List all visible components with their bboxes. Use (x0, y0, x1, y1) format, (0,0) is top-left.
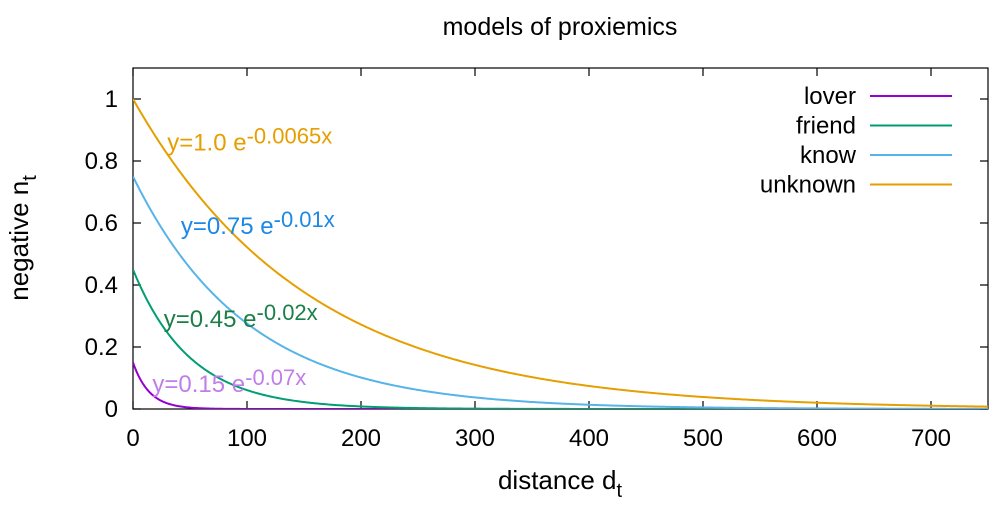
series-line-know (133, 176, 988, 409)
y-tick-label: 0.2 (85, 334, 118, 361)
legend-label-friend: friend (796, 113, 856, 140)
x-tick-label: 400 (569, 425, 609, 452)
y-axis-label: negative nt (4, 175, 41, 301)
formula-base: y=0.75 e (181, 213, 274, 240)
chart-title: models of proxiemics (443, 13, 678, 41)
x-tick-label: 300 (455, 425, 495, 452)
formula-annotation: y=0.15 e-0.07x (152, 365, 306, 398)
legend-label-unknown: unknown (760, 172, 856, 199)
series-line-friend (133, 269, 988, 409)
formula-exponent: -0.02x (257, 300, 318, 325)
x-tick-label: 600 (797, 425, 837, 452)
formula-exponent: -0.07x (245, 365, 306, 390)
x-axis-label-main: distance d (498, 465, 617, 495)
x-axis-label-subscript: t (616, 480, 622, 502)
formula-annotation: y=1.0 e-0.0065x (167, 123, 332, 156)
y-tick-label: 1 (105, 86, 118, 113)
y-tick-label: 0.4 (85, 272, 118, 299)
formula-annotation: y=0.45 e-0.02x (164, 300, 318, 333)
x-tick-label: 0 (126, 425, 139, 452)
x-tick-label: 700 (911, 425, 951, 452)
legend-label-lover: lover (804, 83, 856, 110)
formula-base: y=0.15 e (152, 371, 245, 398)
series-line-lover (133, 362, 988, 409)
legend-label-know: know (800, 142, 857, 169)
y-axis-label-main: negative n (4, 181, 34, 301)
x-axis-label: distance dt (498, 465, 623, 502)
formula-annotation: y=0.75 e-0.01x (181, 207, 335, 240)
y-tick-label: 0.8 (85, 148, 118, 175)
plot-area: 0 100 200 300 400 500 600 700 0 0.2 0.4 0.6 0.8 1 love… (85, 67, 989, 452)
y-axis-label-subscript: t (19, 175, 41, 181)
formula-exponent: -0.0065x (247, 123, 333, 148)
series-line-unknown (133, 98, 988, 408)
formula-base: y=1.0 e (167, 129, 246, 156)
y-tick-label: 0 (105, 396, 118, 423)
x-tick-label: 100 (227, 425, 267, 452)
formula-exponent: -0.01x (274, 207, 335, 232)
x-tick-label: 200 (341, 425, 381, 452)
y-tick-label: 0.6 (85, 210, 118, 237)
formula-base: y=0.45 e (164, 306, 257, 333)
x-tick-label: 500 (683, 425, 723, 452)
